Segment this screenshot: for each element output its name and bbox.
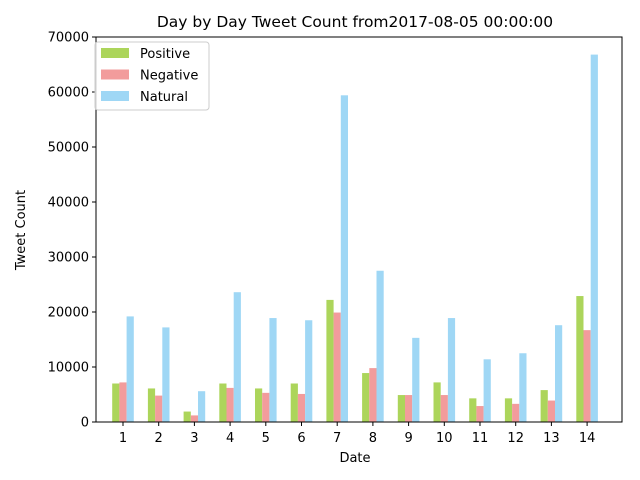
- x-tick-label: 3: [190, 431, 198, 446]
- x-tick-label: 1: [119, 431, 127, 446]
- bar-negative-7: [333, 312, 341, 422]
- bar-natural-12: [519, 353, 527, 422]
- bar-natural-9: [412, 337, 420, 422]
- bar-positive-5: [255, 388, 263, 422]
- x-tick-label: 14: [579, 431, 596, 446]
- y-tick-label: 10000: [48, 361, 89, 376]
- x-tick-label: 11: [472, 431, 489, 446]
- y-tick-label: 30000: [48, 251, 89, 266]
- y-tick-label: 60000: [48, 86, 89, 101]
- bar-negative-12: [512, 403, 520, 422]
- bar-negative-6: [297, 393, 306, 422]
- legend-swatch-natural: [101, 91, 129, 101]
- bar-natural-7: [340, 95, 348, 423]
- bar-positive-6: [290, 383, 298, 422]
- bar-natural-14: [590, 54, 598, 422]
- x-tick-label: 4: [226, 431, 234, 446]
- bar-negative-1: [119, 382, 127, 422]
- bar-negative-2: [155, 395, 163, 422]
- legend-label-positive: Positive: [140, 47, 190, 62]
- bar-negative-4: [226, 387, 234, 422]
- x-tick-label: 2: [155, 431, 163, 446]
- x-tick-label: 5: [262, 431, 270, 446]
- bar-negative-11: [476, 406, 484, 422]
- legend-label-natural: Natural: [140, 90, 188, 105]
- y-tick-label: 20000: [48, 306, 89, 321]
- y-tick-label: 0: [81, 416, 89, 431]
- x-tick-label: 7: [333, 431, 341, 446]
- y-axis-label: Tweet Count: [14, 190, 29, 271]
- bar-negative-14: [583, 330, 591, 422]
- chart-title: Day by Day Tweet Count from2017-08-05 00…: [157, 13, 553, 31]
- legend-swatch-positive: [101, 48, 129, 58]
- bar-negative-5: [262, 392, 270, 422]
- bar-negative-13: [547, 400, 555, 422]
- bar-natural-8: [376, 270, 384, 422]
- bar-positive-9: [397, 395, 405, 422]
- legend: Positive Negative Natural: [94, 41, 210, 111]
- y-tick-label: 40000: [48, 196, 89, 211]
- bar-negative-10: [440, 395, 448, 422]
- bar-natural-13: [555, 325, 563, 422]
- x-tick-label: 9: [404, 431, 412, 446]
- x-tick-label: 8: [369, 431, 377, 446]
- bar-natural-4: [233, 292, 241, 422]
- bar-natural-6: [305, 320, 313, 422]
- bar-positive-14: [576, 296, 584, 422]
- x-tick-label: 10: [436, 431, 453, 446]
- y-tick-label: 70000: [48, 31, 89, 46]
- y-axis: 0 10000 20000 30000 40000 50000 60000 70000: [48, 31, 96, 431]
- bar-natural-1: [126, 316, 134, 422]
- bar-positive-8: [362, 373, 370, 422]
- bar-positive-12: [504, 398, 513, 422]
- bar-negative-3: [190, 415, 198, 422]
- bar-positive-7: [326, 299, 334, 422]
- bars-group: [112, 54, 598, 423]
- bar-natural-2: [162, 327, 170, 422]
- bar-positive-11: [469, 398, 477, 422]
- y-tick-label: 50000: [48, 141, 89, 156]
- bar-positive-13: [540, 390, 548, 422]
- x-tick-label: 13: [543, 431, 560, 446]
- bar-positive-4: [219, 383, 227, 422]
- x-axis: 1 2 3 4 5 6 7 8 9 10 11 12 13 14: [119, 422, 596, 446]
- bar-natural-5: [269, 318, 277, 422]
- bar-natural-10: [447, 318, 456, 422]
- bar-positive-10: [433, 382, 441, 422]
- bar-natural-3: [198, 391, 206, 422]
- plot-frame: [95, 36, 623, 423]
- x-tick-label: 6: [297, 431, 305, 446]
- bar-positive-1: [112, 383, 120, 422]
- bar-positive-3: [183, 411, 191, 422]
- legend-swatch-negative: [101, 69, 129, 80]
- bar-negative-9: [405, 395, 413, 422]
- x-axis-label: Date: [339, 451, 370, 466]
- x-tick-label: 12: [507, 431, 524, 446]
- bar-natural-11: [483, 359, 491, 422]
- legend-label-negative: Negative: [140, 69, 198, 84]
- bar-positive-2: [147, 388, 156, 422]
- bar-negative-8: [369, 368, 377, 422]
